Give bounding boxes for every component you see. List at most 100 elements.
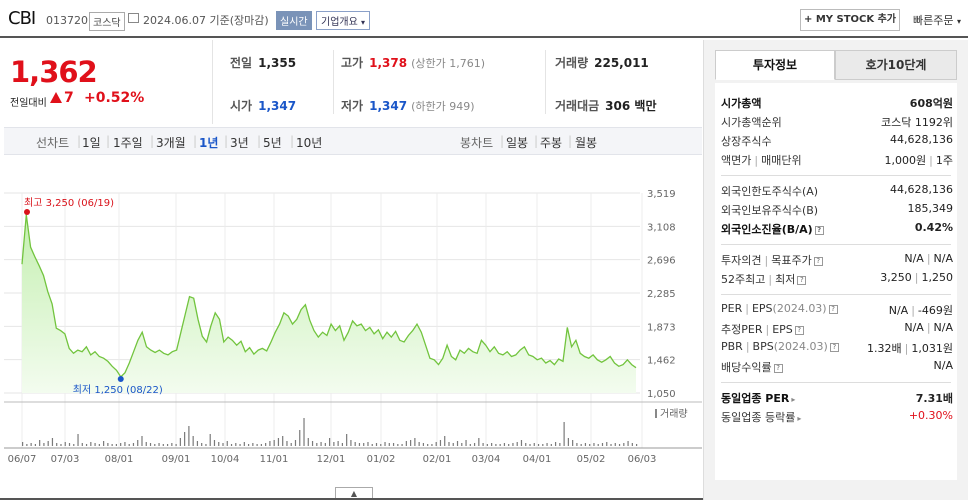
volume-bar [444,436,446,446]
upper-limit: (상한가 1,761) [411,57,485,70]
section-divider [721,294,951,295]
quick-order-button[interactable]: 빠른주문 ▾ [913,12,961,28]
tab-invest-info[interactable]: 투자정보 [715,50,835,80]
invest-row-label: 추정PER | EPS? [721,321,804,337]
section-divider [721,244,951,245]
volume: 거래량 225,011 [555,54,649,71]
label-text: 추정PER [721,323,763,336]
volume-bar [77,434,79,446]
volume-bar [94,443,96,446]
divider [333,50,334,114]
collapse-chart-button[interactable]: ▲ [335,487,373,499]
divider [212,40,213,124]
help-icon[interactable]: ? [794,326,804,335]
help-icon[interactable]: ? [814,226,824,235]
value-text: N/A [933,252,953,265]
divider [545,50,546,114]
realtime-button[interactable]: 실시간 [276,11,312,30]
volume-bar [482,443,484,446]
volume-bar [68,443,71,446]
value-text: 44,628,136 [890,183,953,196]
volume-bar [209,434,211,446]
volume-bar [439,440,442,446]
invest-row-label: 외국인소진율(B/A)? [721,221,824,237]
y-tick-label: 2,285 [647,289,676,300]
volume-bar [614,443,616,446]
stat-label: 저가 [341,99,364,113]
period-1y[interactable]: 1년 [199,136,219,150]
candle-weekly[interactable]: 주봉 [540,136,563,150]
value-text: N/A [904,252,924,265]
help-icon[interactable]: ? [773,364,783,373]
volume-bar [179,438,181,446]
invest-row-value: N/A | N/A [904,321,953,334]
add-my-stock-button[interactable]: + MY STOCK 추가 [800,9,900,31]
x-tick-label: 04/01 [523,454,552,465]
stat-label: 고가 [341,56,364,70]
volume-bar [589,444,591,446]
value-text: 코스닥 1192위 [881,116,953,129]
period-1w[interactable]: 1주일 [113,136,143,150]
period-3m[interactable]: 3개월 [156,136,186,150]
period-10y[interactable]: 10년 [296,136,323,150]
volume-bar [533,443,535,446]
volume-bar [22,442,24,446]
volume-bar [491,443,493,446]
candle-monthly[interactable]: 월봉 [575,136,598,150]
chevron-down-icon: ▾ [956,17,961,26]
high-label: 최고 3,250 (06/19) [24,197,114,209]
invest-row: 시가총액순위 코스닥 1192위 [721,114,953,132]
label-text: BPS [752,340,774,353]
divider: | [911,304,915,317]
volume-bar [341,443,343,446]
help-icon[interactable]: ? [828,305,838,314]
price-chart[interactable]: 3,519 3,108 2,696 2,285 1,873 1,462 1,050 최고 3… [0,160,703,470]
volume-bar [103,441,105,446]
volume-bar [367,442,369,446]
volume-bar [141,436,143,446]
invest-row-label: 외국인보유주식수(B) [721,202,818,218]
volume-bar [247,444,250,446]
divider: | [290,134,295,148]
volume-bar [260,444,262,446]
volume-bar [56,443,58,446]
volume-bar [546,443,548,446]
label-text: EPS [751,302,773,315]
corp-info-dropdown[interactable]: 기업개요 ▾ [316,11,371,30]
x-axis: 06/07 07/03 08/01 09/01 10/04 11/01 12/01 01/02… [8,454,657,465]
volume-bar [230,444,233,446]
period-5y[interactable]: 5년 [263,136,282,150]
help-icon[interactable]: ? [829,343,839,352]
volume-bar [30,443,32,446]
invest-row-value: 0.42% [915,221,953,234]
volume-bar [422,443,425,446]
invest-row: 추정PER | EPS? N/A | N/A [721,321,953,339]
invest-row-label: 상장주식수 [721,133,772,149]
invest-row-label: PBR | BPS(2024.03)? [721,340,839,353]
candle-daily[interactable]: 일봉 [506,136,529,150]
tab-order-book[interactable]: 호가10단계 [835,50,957,80]
chevron-right-icon[interactable]: ▸ [797,414,802,423]
volume-bar [81,443,83,446]
divider: | [150,134,155,148]
volume-bar [354,442,356,446]
volume-bar [610,444,612,446]
chevron-right-icon[interactable]: ▸ [791,395,796,404]
divider: | [745,302,749,315]
volume-bar [576,443,578,446]
x-tick-label: 10/04 [211,454,240,465]
period-3y[interactable]: 3년 [230,136,249,150]
period-1d[interactable]: 1일 [82,136,101,150]
label-text: 목표주가 [771,254,812,267]
help-icon[interactable]: ? [797,276,807,285]
volume-legend-icon [655,409,657,418]
volume-bar [115,444,118,446]
date-suffix: 기준(장마감) [209,14,269,27]
x-tick-label: 09/01 [162,454,191,465]
help-icon[interactable]: ? [813,257,823,266]
volume-bar [333,442,335,446]
stock-code: 013720 [46,14,88,27]
value-text: 1,000원 [884,154,927,167]
low-price: 저가 1,347 (하한가 949) [341,97,475,114]
divider: | [754,154,759,167]
